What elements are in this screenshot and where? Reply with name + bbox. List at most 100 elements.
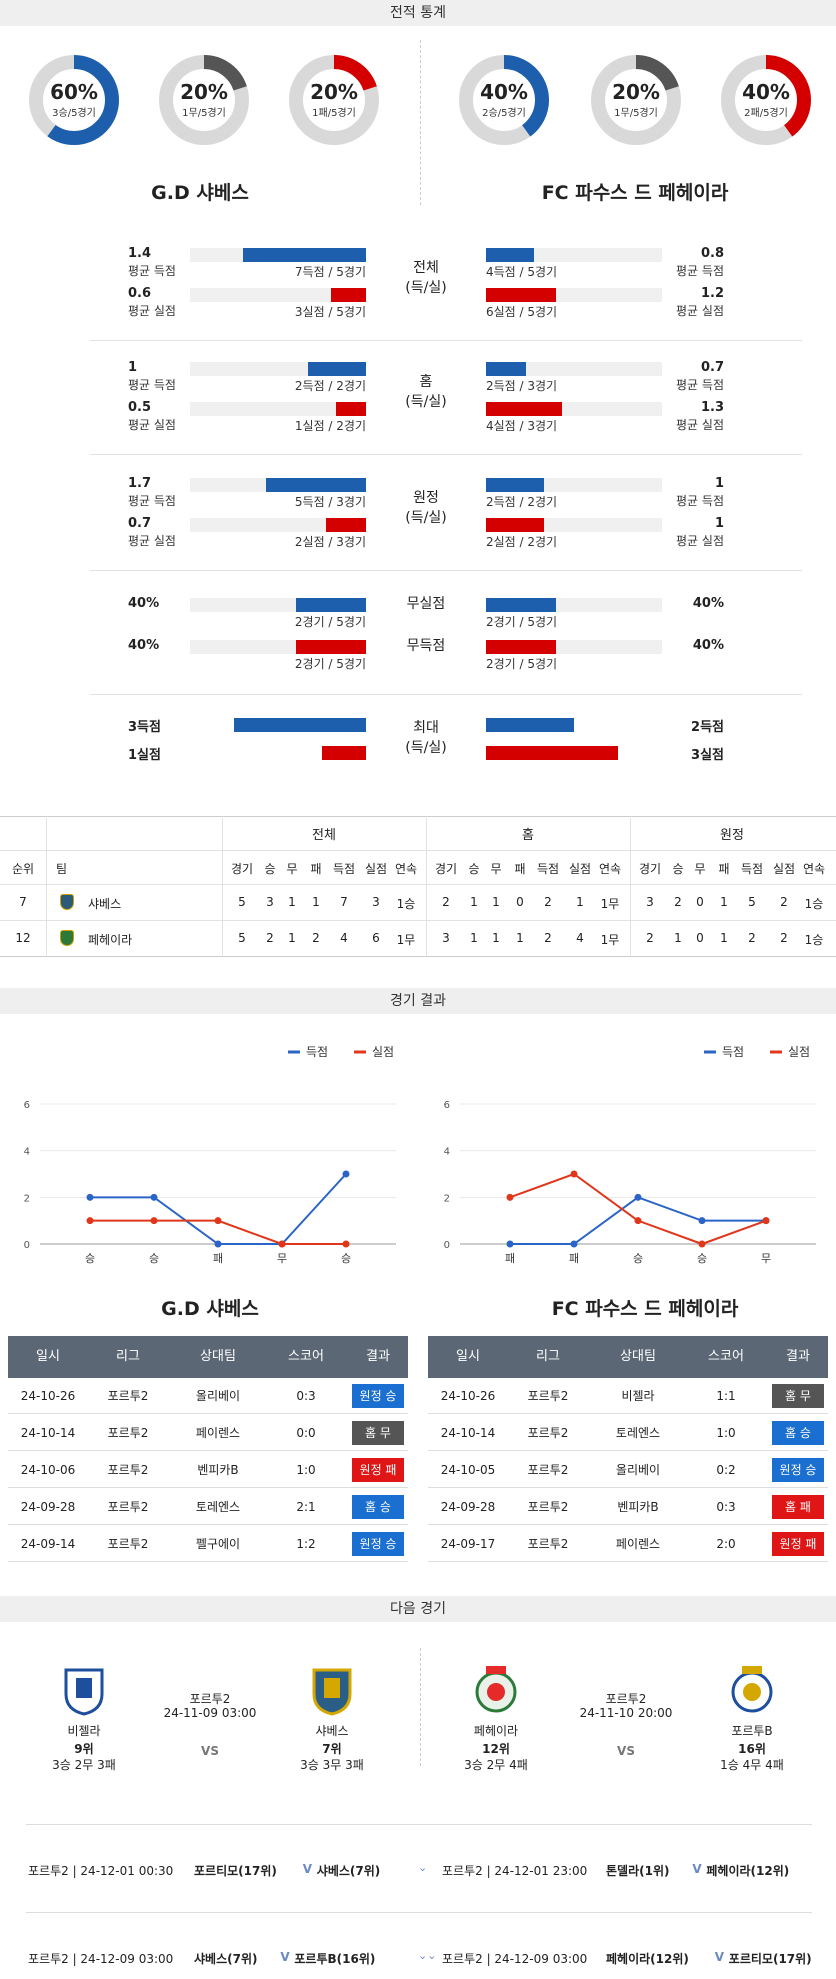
standings-sub-col: 무	[490, 862, 502, 876]
next-vs: VS	[617, 1744, 635, 1758]
x-tick-label: 승	[85, 1252, 95, 1265]
results-col-header: 결과	[366, 1349, 390, 1364]
stat-category-sub: (득/실)	[405, 394, 447, 410]
next-left-team: 비젤라	[67, 1724, 101, 1738]
standings-group-header: 원정	[720, 828, 744, 843]
away-max-value: 3실점	[691, 748, 724, 763]
standings-sub-col: 패	[718, 862, 730, 876]
bar-left	[336, 402, 366, 416]
results-row: 24-10-26 포르투2 비젤라 1:1 홈 무	[428, 1378, 828, 1414]
standings-group-header: 홈	[522, 828, 534, 843]
bar-left	[295, 640, 366, 654]
series-line	[90, 1173, 347, 1245]
result-badge: 홈 승	[352, 1495, 404, 1519]
results-header: 일시 리그 상대팀 스코어 결과	[428, 1336, 828, 1378]
x-tick-label: 무	[277, 1252, 287, 1265]
y-tick-label: 4	[444, 1147, 450, 1158]
bar-track-left	[190, 288, 366, 302]
away-stat-value: 0.8	[700, 246, 724, 261]
fixture-vs: V	[302, 1862, 313, 1876]
standings-cell: 1무	[396, 933, 416, 947]
bar-right	[486, 518, 545, 532]
crest-crown	[742, 1666, 762, 1674]
table-header-divider	[0, 850, 836, 851]
legend-label: 실점	[788, 1045, 810, 1059]
standings-col-rank: 순위	[11, 862, 35, 876]
standings-cell: 1승	[804, 897, 824, 911]
home-stat-value: 40%	[128, 638, 160, 653]
match-score: 1:1	[716, 1389, 736, 1403]
standings-rank: 7	[19, 895, 27, 909]
bar-right	[486, 478, 545, 492]
donut-ring	[159, 55, 249, 145]
away-max-value: 2득점	[691, 720, 724, 735]
table-header-bottom	[0, 884, 836, 885]
standings-cell: 2	[748, 931, 756, 945]
donut-fill	[289, 55, 379, 145]
results-row: 24-09-17 포르투2 페이렌스 2:0 원정 패	[428, 1526, 828, 1562]
home-stat-label: 평균 실점	[128, 304, 176, 318]
next-divider	[420, 1648, 421, 1766]
stat-category: 원정	[413, 490, 439, 506]
donut-chart: 40% 2승/5경기	[456, 52, 552, 148]
standings-cell: 3	[372, 895, 380, 909]
standings-cell: 3	[646, 895, 654, 909]
crest-crown	[486, 1666, 506, 1674]
porto-crest-icon	[731, 1666, 773, 1713]
standings-team-name: 샤베스	[88, 897, 122, 911]
match-opponent: 올리베이	[615, 1463, 661, 1477]
donut-ring	[29, 55, 119, 145]
crest-center	[76, 1678, 92, 1698]
x-tick-label: 패	[213, 1252, 223, 1265]
fixture-vs: V	[692, 1862, 702, 1876]
result-badge: 홈 무	[352, 1421, 404, 1445]
away-team-name-results: FC 파수스 드 페헤이라	[551, 1298, 739, 1320]
match-opponent: 토레엔스	[615, 1426, 661, 1440]
away-stat-value: 40%	[692, 596, 724, 611]
donut-chart: 60% 3승/5경기	[26, 52, 122, 148]
match-date: 24-10-14	[20, 1426, 76, 1440]
stat-separator	[90, 694, 802, 695]
line-chart: 득점 실점 0 2 4 6 패 패 승 승 무	[444, 1045, 816, 1265]
standings-cell: 1무	[600, 897, 620, 911]
results-row: 24-09-14 포르투2 펠구에이 1:2 원정 승	[8, 1526, 408, 1562]
results-col-header: 일시	[36, 1349, 60, 1364]
results-header: 일시 리그 상대팀 스코어 결과	[8, 1336, 408, 1378]
standings-cell: 4	[340, 931, 348, 945]
standings-cell: 4	[576, 931, 584, 945]
standings-sub-col: 실점	[772, 862, 796, 876]
match-score: 1:0	[716, 1426, 736, 1440]
crest-center	[487, 1683, 505, 1701]
result-badge: 원정 승	[352, 1384, 404, 1408]
match-league: 포르투2	[107, 1537, 149, 1551]
data-point	[342, 1170, 350, 1178]
results-col-header: 스코어	[288, 1349, 324, 1364]
next-left-record: 3승 2무 4패	[464, 1758, 528, 1772]
data-point	[698, 1240, 706, 1248]
match-score: 0:3	[296, 1389, 316, 1403]
standings-cell: 3	[266, 895, 274, 909]
data-point	[150, 1217, 158, 1225]
fixture-vs: V	[280, 1950, 290, 1964]
home-stat-label: 평균 득점	[128, 264, 176, 278]
results-col-header: 상대팀	[620, 1349, 656, 1364]
standings-cell: 1	[470, 895, 478, 909]
bar-track-right	[486, 362, 662, 376]
table-col-divider	[46, 816, 47, 956]
y-tick-label: 0	[24, 1240, 30, 1251]
away-stat-label: 평균 실점	[676, 418, 724, 432]
donut-caption: 2패/5경기	[744, 108, 788, 119]
y-tick-label: 2	[444, 1193, 450, 1204]
result-badge: 원정 승	[772, 1458, 824, 1482]
standings-cell: 0	[516, 895, 524, 909]
donut-ring	[289, 55, 379, 145]
donut-chart: 20% 1무/5경기	[156, 52, 252, 148]
standings-sub-col: 득점	[536, 862, 560, 876]
chevron-down-icon: ⌄	[418, 1861, 428, 1874]
match-opponent: 페이렌스	[195, 1426, 241, 1440]
away-bar-caption: 4실점 / 3경기	[486, 419, 558, 433]
results-col-header: 리그	[536, 1349, 560, 1364]
standings-cell: 2	[544, 895, 552, 909]
away-team-name: FC 파수스 드 페헤이라	[541, 182, 729, 204]
standings-cell: 7	[340, 895, 348, 909]
